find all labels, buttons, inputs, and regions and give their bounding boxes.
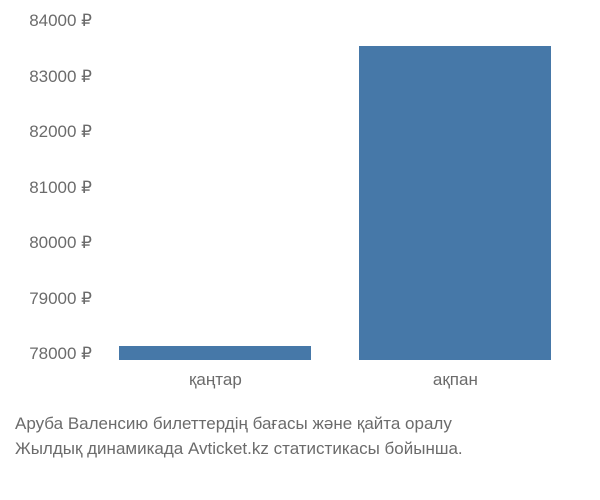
y-tick-label: 84000 ₽ bbox=[29, 11, 92, 31]
plot-area bbox=[105, 10, 585, 360]
x-tick-label: ақпан bbox=[433, 370, 478, 390]
y-tick-label: 83000 ₽ bbox=[29, 67, 92, 87]
bar bbox=[359, 46, 551, 360]
caption-line-1: Аруба Валенсию билеттердің бағасы және қ… bbox=[15, 412, 585, 437]
y-axis: 78000 ₽79000 ₽80000 ₽81000 ₽82000 ₽83000… bbox=[0, 10, 100, 360]
x-axis: қаңтар ақпан bbox=[105, 370, 585, 400]
bars-group bbox=[105, 10, 585, 360]
y-tick-label: 79000 ₽ bbox=[29, 289, 92, 309]
x-tick-label: қаңтар bbox=[189, 370, 242, 390]
y-tick-label: 80000 ₽ bbox=[29, 233, 92, 253]
bar bbox=[119, 346, 311, 360]
caption-line-2: Жылдық динамикада Avticket.kz статистика… bbox=[15, 437, 585, 462]
y-tick-label: 82000 ₽ bbox=[29, 122, 92, 142]
y-tick-label: 78000 ₽ bbox=[29, 344, 92, 364]
y-tick-label: 81000 ₽ bbox=[29, 178, 92, 198]
chart-caption: Аруба Валенсию билеттердің бағасы және қ… bbox=[15, 412, 585, 461]
chart-container: 78000 ₽ 79000 ₽ 80000 ₽ 81000 ₽ 82000 ₽ 83000… bbox=[0, 0, 600, 500]
